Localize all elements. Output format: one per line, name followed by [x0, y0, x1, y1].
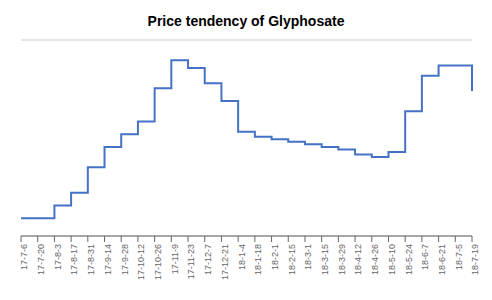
svg-text:18-4-26: 18-4-26: [370, 244, 380, 275]
svg-text:17-9-28: 17-9-28: [120, 244, 130, 275]
html-text:Price tendency of Glyphosate: Price tendency of Glyphosate: [147, 13, 345, 29]
svg-text:17-11-9: 17-11-9: [170, 244, 180, 274]
svg-text:18-5-10: 18-5-10: [387, 244, 397, 275]
svg-text:18-6-7: 18-6-7: [420, 244, 430, 270]
svg-text:18-3-29: 18-3-29: [337, 244, 347, 275]
svg-text:17-10-26: 17-10-26: [153, 244, 163, 280]
svg-text:18-6-21: 18-6-21: [437, 244, 447, 275]
svg-text:18-1-18: 18-1-18: [253, 244, 263, 275]
svg-text:17-12-7: 17-12-7: [203, 244, 213, 275]
svg-text:18-2-15: 18-2-15: [287, 244, 297, 275]
svg-text:18-1-4: 18-1-4: [237, 244, 247, 270]
svg-text:17-12-21: 17-12-21: [220, 244, 230, 280]
svg-text:17-9-14: 17-9-14: [103, 244, 113, 275]
svg-text:18-2-1: 18-2-1: [270, 244, 280, 270]
svg-text:17-7-6: 17-7-6: [19, 244, 29, 270]
svg-text:18-3-1: 18-3-1: [303, 244, 313, 270]
svg-text:17-11-23: 17-11-23: [186, 244, 196, 279]
svg-text:17-7-20: 17-7-20: [36, 244, 46, 275]
svg-text:17-8-3: 17-8-3: [53, 244, 63, 270]
svg-text:17-10-12: 17-10-12: [136, 244, 146, 280]
svg-text:17-8-31: 17-8-31: [86, 244, 96, 275]
svg-text:17-8-17: 17-8-17: [70, 244, 80, 275]
svg-text:18-5-24: 18-5-24: [404, 244, 414, 275]
svg-text:18-7-5: 18-7-5: [454, 244, 464, 270]
svg-text:18-3-15: 18-3-15: [320, 244, 330, 275]
svg-text:18-4-12: 18-4-12: [353, 244, 363, 275]
svg-text:18-7-19: 18-7-19: [470, 244, 480, 275]
